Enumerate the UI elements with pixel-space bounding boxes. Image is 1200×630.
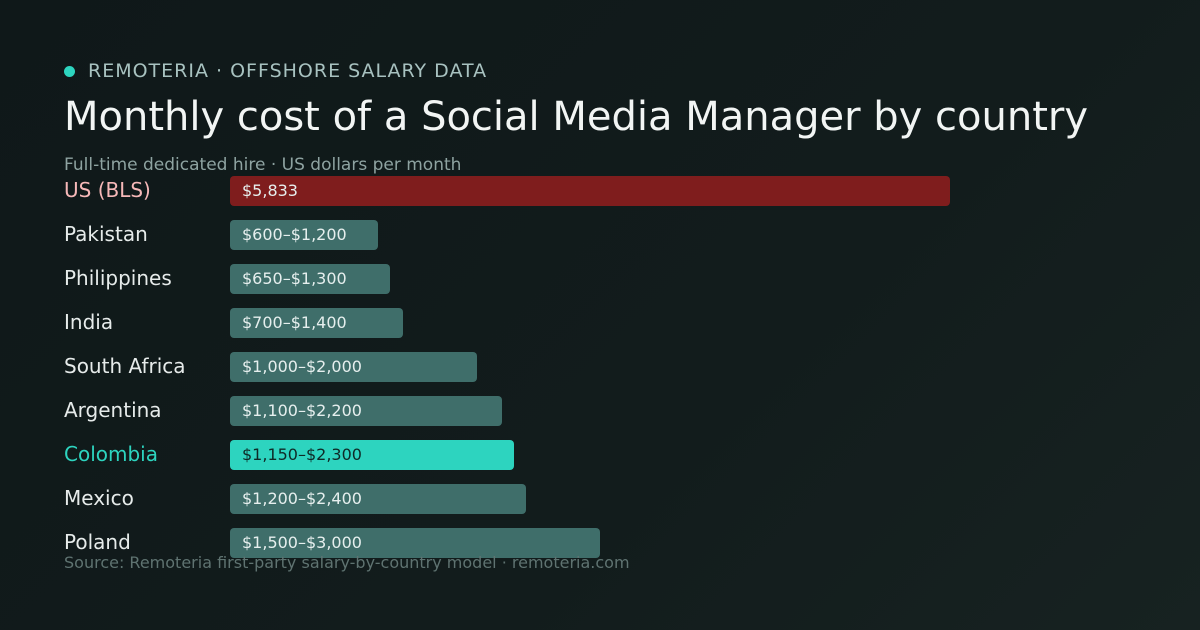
source-note: Source: Remoteria first-party salary-by-… bbox=[64, 553, 630, 572]
bar: $5,833 bbox=[230, 176, 950, 206]
bar-value-label: $600–$1,200 bbox=[242, 225, 347, 244]
bar: $600–$1,200 bbox=[230, 220, 378, 250]
category-label: Argentina bbox=[64, 398, 162, 422]
category-label: US (BLS) bbox=[64, 178, 151, 202]
category-label: Philippines bbox=[64, 266, 172, 290]
bar-value-label: $1,500–$3,000 bbox=[242, 533, 362, 552]
bar-value-label: $650–$1,300 bbox=[242, 269, 347, 288]
bar-value-label: $700–$1,400 bbox=[242, 313, 347, 332]
bar: $1,000–$2,000 bbox=[230, 352, 477, 382]
category-label: Mexico bbox=[64, 486, 134, 510]
chart-title: Monthly cost of a Social Media Manager b… bbox=[64, 94, 1089, 140]
bar: $1,100–$2,200 bbox=[230, 396, 502, 426]
brand-label: REMOTERIA · OFFSHORE SALARY DATA bbox=[88, 60, 488, 82]
category-label: Colombia bbox=[64, 442, 158, 466]
bar: $700–$1,400 bbox=[230, 308, 403, 338]
bar-value-label: $1,200–$2,400 bbox=[242, 489, 362, 508]
category-label: South Africa bbox=[64, 354, 186, 378]
bar: $650–$1,300 bbox=[230, 264, 390, 294]
category-label: Pakistan bbox=[64, 222, 148, 246]
bar-value-label: $1,000–$2,000 bbox=[242, 357, 362, 376]
bar: $1,200–$2,400 bbox=[230, 484, 526, 514]
bar: $1,150–$2,300 bbox=[230, 440, 514, 470]
bar-value-label: $1,100–$2,200 bbox=[242, 401, 362, 420]
category-label: Poland bbox=[64, 530, 131, 554]
brand-header: REMOTERIA · OFFSHORE SALARY DATA bbox=[64, 60, 487, 82]
bar-value-label: $1,150–$2,300 bbox=[242, 445, 362, 464]
chart-subtitle: Full-time dedicated hire · US dollars pe… bbox=[64, 155, 462, 175]
bar: $1,500–$3,000 bbox=[230, 528, 600, 558]
brand-dot-icon bbox=[64, 65, 75, 77]
bar-value-label: $5,833 bbox=[242, 181, 298, 200]
category-label: India bbox=[64, 310, 114, 334]
